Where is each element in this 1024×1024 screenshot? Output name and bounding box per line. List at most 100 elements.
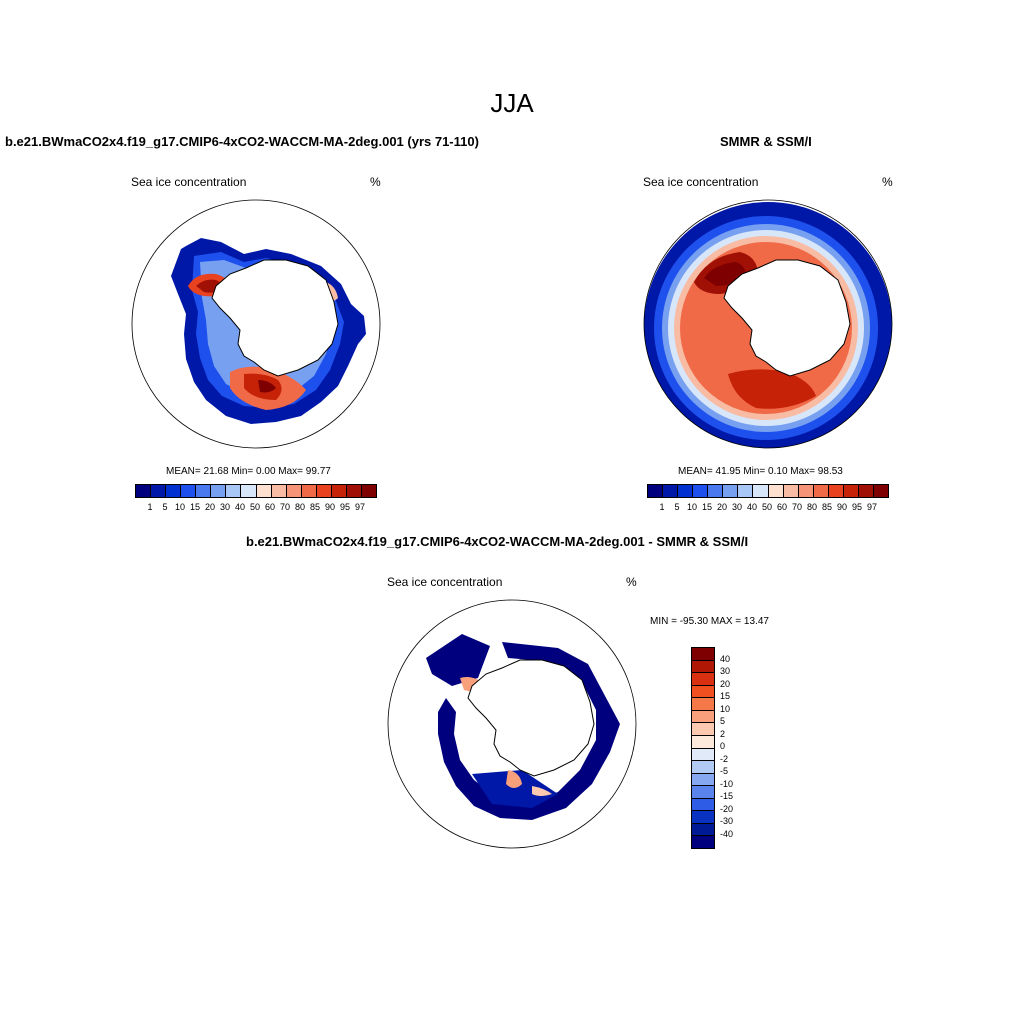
colorbar-swatch [692,811,714,824]
colorbar-tick-label: -20 [720,803,734,814]
obs-polar-map [643,199,893,449]
colorbar-tick-label: 60 [776,502,787,512]
colorbar-tick-label: 15 [701,502,712,512]
model-units-label: % [370,175,381,189]
colorbar-swatch [828,485,844,497]
colorbar-swatch [692,723,714,736]
colorbar-swatch [316,485,332,497]
model-variable-label: Sea ice concentration [131,175,247,189]
colorbar-tick-label: 90 [324,502,335,512]
colorbar-swatch [798,485,814,497]
colorbar-tick-label: 1 [659,502,665,512]
colorbar-tick-label: 1 [147,502,153,512]
model-panel-title: b.e21.BWmaCO2x4.f19_g17.CMIP6-4xCO2-WACC… [5,134,479,149]
colorbar-swatch [648,485,664,497]
colorbar-swatch [151,485,167,497]
obs-units-label: % [882,175,893,189]
model-polar-map [131,199,381,449]
diff-variable-label: Sea ice concentration [387,575,503,589]
colorbar-tick-label: 90 [836,502,847,512]
model-colorbar [135,484,377,498]
colorbar-tick-label: -2 [720,753,729,764]
colorbar-swatch [241,485,257,497]
colorbar-swatch [331,485,347,497]
colorbar-swatch [693,485,709,497]
colorbar-swatch [678,485,694,497]
colorbar-tick-label: 95 [851,502,862,512]
colorbar-tick-label: 30 [720,666,731,676]
colorbar-tick-label: 50 [761,502,772,512]
obs-panel-title: SMMR & SSM/I [720,134,812,149]
colorbar-swatch [346,485,362,497]
colorbar-tick-label: 70 [791,502,802,512]
colorbar-swatch [692,761,714,774]
colorbar-swatch [723,485,739,497]
colorbar-tick-label: 30 [731,502,742,512]
colorbar-tick-label: 80 [294,502,305,512]
colorbar-swatch [166,485,182,497]
colorbar-swatch [692,823,714,837]
obs-colorbar [647,484,889,498]
colorbar-tick-label: -30 [720,816,734,826]
colorbar-tick-label: 20 [720,678,731,689]
colorbar-tick-label: 15 [189,502,200,512]
diff-colorbar [691,647,715,849]
colorbar-tick-label: 85 [821,502,832,512]
colorbar-tick-label: 10 [174,502,185,512]
colorbar-swatch [211,485,227,497]
colorbar-swatch [361,485,376,497]
colorbar-tick-label: 5 [674,502,680,512]
colorbar-tick-label: 50 [249,502,260,512]
colorbar-swatch [858,485,874,497]
colorbar-tick-label: -5 [720,766,729,776]
colorbar-tick-label: -15 [720,791,734,801]
colorbar-swatch [738,485,754,497]
colorbar-tick-label: 70 [279,502,290,512]
colorbar-swatch [692,735,714,749]
colorbar-tick-label: 20 [716,502,727,512]
colorbar-tick-label: 40 [746,502,757,512]
colorbar-tick-label: 5 [720,716,726,726]
colorbar-swatch [136,485,152,497]
colorbar-swatch [768,485,784,497]
figure-title: JJA [490,88,534,118]
diff-units-label: % [626,575,637,589]
colorbar-swatch [663,485,679,497]
colorbar-tick-label: 10 [686,502,697,512]
colorbar-swatch [692,673,714,686]
colorbar-swatch [271,485,287,497]
colorbar-swatch [196,485,212,497]
diff-panel-title: b.e21.BWmaCO2x4.f19_g17.CMIP6-4xCO2-WACC… [246,534,749,549]
colorbar-swatch [692,648,714,661]
obs-stats: MEAN= 41.95 Min= 0.10 Max= 98.53 [678,466,843,477]
colorbar-tick-label: -40 [720,828,734,839]
colorbar-swatch [256,485,272,497]
colorbar-swatch [708,485,724,497]
colorbar-tick-label: 40 [234,502,245,512]
colorbar-swatch [692,685,714,699]
colorbar-tick-label: 10 [720,703,731,714]
colorbar-tick-label: 15 [720,691,731,701]
model-stats: MEAN= 21.68 Min= 0.00 Max= 99.77 [166,466,331,477]
colorbar-tick-label: 5 [162,502,168,512]
colorbar-swatch [783,485,799,497]
colorbar-tick-label: 2 [720,728,726,739]
diff-polar-map [387,599,637,849]
colorbar-swatch [843,485,859,497]
colorbar-tick-label: 80 [806,502,817,512]
colorbar-swatch [692,773,714,787]
colorbar-swatch [692,698,714,711]
colorbar-swatch [753,485,769,497]
colorbar-swatch [286,485,302,497]
colorbar-tick-label: 40 [720,653,731,664]
colorbar-swatch [813,485,829,497]
colorbar-swatch [692,710,714,724]
colorbar-tick-label: 20 [204,502,215,512]
colorbar-tick-label: 85 [309,502,320,512]
obs-variable-label: Sea ice concentration [643,175,759,189]
colorbar-swatch [692,836,714,848]
colorbar-swatch [873,485,888,497]
colorbar-tick-label: 95 [339,502,350,512]
colorbar-swatch [692,660,714,674]
colorbar-swatch [226,485,242,497]
